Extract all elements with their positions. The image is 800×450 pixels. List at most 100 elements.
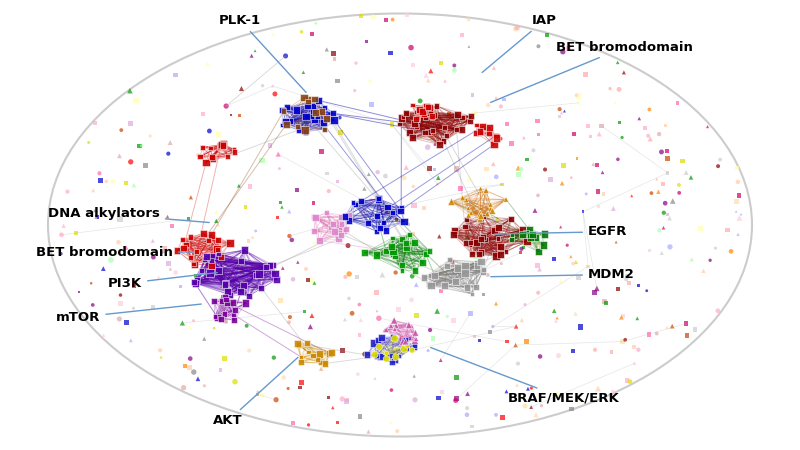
Point: [477, 123, 490, 130]
Point: [314, 351, 326, 358]
Point: [541, 32, 554, 39]
Point: [312, 97, 325, 104]
Point: [202, 254, 214, 261]
Point: [473, 337, 486, 344]
Point: [496, 414, 509, 421]
Point: [633, 115, 646, 122]
Point: [339, 273, 352, 280]
Point: [423, 165, 436, 172]
Point: [408, 342, 421, 349]
Point: [417, 259, 430, 266]
Point: [463, 265, 476, 272]
Point: [673, 189, 686, 197]
Point: [234, 288, 246, 295]
Point: [54, 250, 67, 257]
Point: [239, 299, 252, 306]
Point: [120, 319, 133, 326]
Point: [428, 166, 441, 173]
Point: [416, 108, 429, 115]
Point: [613, 119, 626, 126]
Point: [154, 347, 166, 354]
Point: [177, 244, 190, 252]
Point: [423, 109, 436, 116]
Point: [184, 234, 197, 241]
Point: [279, 52, 292, 59]
Point: [449, 227, 462, 234]
Point: [388, 350, 401, 357]
Point: [260, 263, 273, 270]
Point: [270, 269, 283, 276]
Point: [276, 265, 289, 272]
Point: [242, 347, 255, 354]
Point: [389, 335, 402, 342]
Point: [379, 227, 392, 234]
Point: [406, 346, 418, 354]
Point: [426, 112, 438, 119]
Point: [326, 50, 339, 57]
Point: [432, 174, 445, 181]
Point: [200, 253, 213, 260]
Point: [320, 114, 333, 122]
Point: [512, 164, 525, 171]
Point: [458, 223, 471, 230]
Point: [354, 12, 367, 19]
Point: [466, 423, 478, 430]
Point: [191, 375, 204, 382]
Point: [565, 253, 578, 260]
Point: [243, 292, 256, 299]
Point: [100, 178, 113, 185]
Point: [532, 192, 545, 199]
Point: [378, 349, 391, 356]
Point: [474, 258, 487, 265]
Point: [618, 69, 630, 76]
Point: [473, 250, 486, 257]
Point: [450, 374, 463, 381]
Point: [180, 241, 193, 248]
Point: [162, 260, 174, 267]
Point: [466, 250, 478, 257]
Point: [398, 218, 410, 225]
Point: [187, 261, 200, 268]
Point: [632, 346, 645, 353]
Point: [283, 232, 296, 239]
Point: [480, 166, 493, 173]
Point: [490, 132, 502, 139]
Point: [249, 47, 262, 54]
Point: [434, 59, 447, 67]
Point: [189, 280, 202, 287]
Point: [409, 337, 422, 344]
Point: [365, 197, 378, 204]
Point: [106, 178, 119, 185]
Point: [460, 196, 473, 203]
Point: [113, 152, 126, 159]
Point: [185, 194, 198, 201]
Point: [209, 275, 222, 282]
Point: [407, 183, 420, 190]
Point: [730, 208, 742, 215]
Point: [661, 324, 674, 331]
Point: [400, 244, 413, 252]
Point: [269, 270, 282, 277]
Point: [374, 353, 387, 360]
Point: [554, 223, 567, 230]
Point: [157, 248, 170, 255]
Point: [590, 161, 603, 168]
Point: [176, 236, 189, 243]
Point: [518, 301, 531, 308]
Point: [400, 164, 413, 171]
Point: [396, 235, 409, 243]
Point: [616, 338, 629, 345]
Point: [731, 231, 744, 238]
Point: [426, 135, 438, 142]
Point: [429, 141, 442, 149]
Point: [405, 44, 418, 51]
Point: [466, 290, 478, 297]
Point: [410, 116, 422, 123]
Point: [557, 162, 570, 169]
Point: [219, 279, 232, 286]
Point: [198, 256, 211, 263]
Point: [190, 277, 203, 284]
Point: [369, 375, 382, 382]
Point: [302, 95, 314, 102]
Point: [294, 384, 306, 391]
